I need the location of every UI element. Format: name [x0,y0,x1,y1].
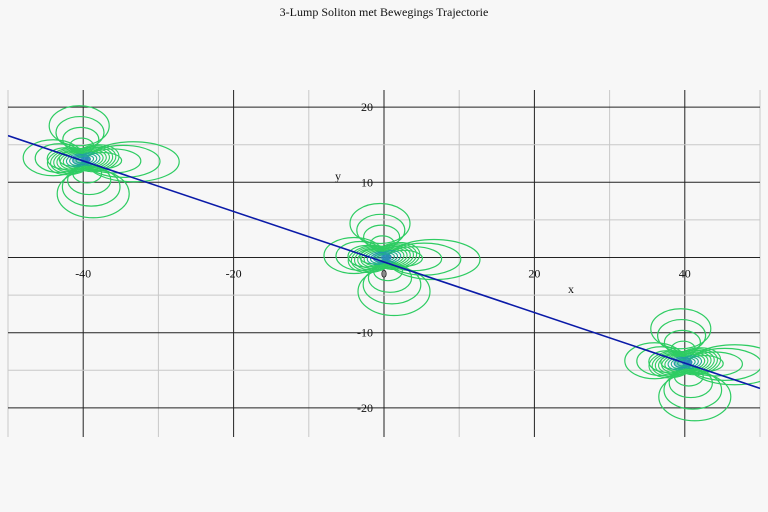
x-tick-label: 20 [528,267,540,281]
chart-title: 3-Lump Soliton met Bewegings Trajectorie [279,5,489,19]
y-tick-label: -10 [357,326,373,340]
y-axis-label: y [335,169,341,183]
contour-lobe [356,213,406,247]
contour-ring [661,352,709,374]
lump-contours [22,105,760,422]
y-tick-label: -20 [357,401,373,415]
contour-lobe [48,105,110,147]
contour-ring [53,146,114,173]
contour-ring [59,149,107,170]
contour-ring [347,241,421,274]
grid [7,90,761,437]
x-tick-label: 0 [381,267,387,281]
x-tick-label: -40 [75,267,91,281]
contour-ring [670,356,699,370]
contour-ring [651,348,718,378]
contour-ring [363,248,405,267]
contour-ring [664,353,706,372]
x-tick-label: -20 [226,267,242,281]
lump-1 [22,105,180,219]
contour-lobe [55,115,105,150]
contour-lobe [650,308,712,350]
x-tick-label: 40 [679,267,691,281]
contour-ring [366,249,402,266]
contour-ring [369,251,399,264]
contour-lobe [656,318,707,353]
contour-ring [56,148,110,172]
contour-ring [65,152,101,168]
contour-ring [648,347,722,379]
contour-ring [46,144,120,176]
contour-ring [50,145,117,174]
lump-core-peak [381,254,391,261]
contour-ring [658,351,712,375]
lump-3 [624,308,760,422]
contour-ring [69,153,98,166]
y-tick-label: 20 [361,100,373,114]
tick-labels: -40 -20 0 20 40 -20 -10 10 20 [75,100,691,415]
contour-ring [62,150,104,169]
contour-lobe [349,202,411,245]
trajectory-line [8,134,760,390]
x-axis-label: x [568,282,574,296]
y-tick-label: 10 [361,175,373,189]
contour-ring [667,355,703,371]
contour-ring [654,349,715,376]
contour-ring [350,243,418,272]
